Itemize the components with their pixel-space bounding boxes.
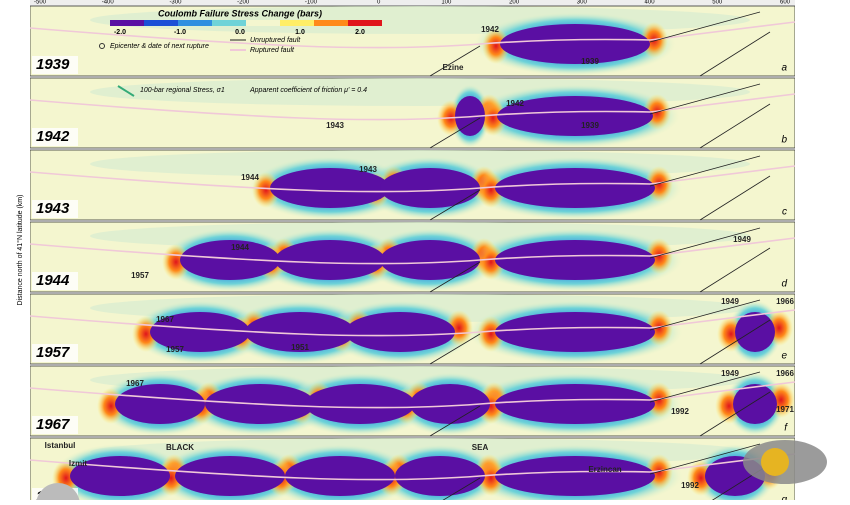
legend-text: Epicenter & date of next rupture: [110, 43, 209, 50]
x-tick-label: 400: [645, 0, 656, 6]
top-axis-band: [30, 0, 795, 6]
annotation: Erzincan: [588, 465, 621, 474]
colorbar-title: Coulomb Failure Stress Change (bars): [158, 8, 322, 18]
stress-drop: [495, 240, 655, 280]
annotation: 1949: [721, 297, 739, 306]
x-tick-label: 300: [577, 0, 588, 6]
annotation: 1942: [481, 25, 499, 34]
annotation: 1944: [241, 173, 259, 182]
annotation: 1951: [291, 343, 309, 352]
annotation: Ezine: [443, 63, 464, 72]
annotation: Istanbul: [45, 441, 76, 450]
panel-letter: b: [781, 135, 787, 146]
panel-letter: g: [781, 495, 787, 500]
x-tick-label: -500: [34, 0, 47, 6]
x-tick-label: 100: [441, 0, 452, 6]
stress-drop: [495, 456, 655, 496]
legend-text: Ruptured fault: [250, 47, 295, 54]
annotation: BLACK: [166, 443, 194, 452]
panel-letter: c: [782, 207, 787, 218]
colorbar-swatch: [212, 20, 246, 26]
stress-drop: [380, 240, 480, 280]
legend-text: Apparent coefficient of friction μ' = 0.…: [249, 87, 367, 94]
legend-text: Unruptured fault: [250, 37, 301, 44]
annotation: 1942: [506, 99, 524, 108]
stress-panel: 1000-1001992gIstanbulIzmitBLACKSEAErzinc…: [16, 438, 795, 500]
colorbar-swatch: [348, 20, 382, 26]
colorbar-swatch: [178, 20, 212, 26]
stress-drop: [500, 24, 650, 64]
stress-drop: [305, 384, 415, 424]
legend-text: 100-bar regional Stress, σ1: [140, 87, 225, 94]
x-tick-label: -400: [102, 0, 115, 6]
panel-letter: d: [781, 279, 787, 290]
x-tick-label: 500: [712, 0, 723, 6]
year-label: 1944: [36, 272, 70, 289]
colorbar-tick-label: 1.0: [295, 29, 305, 36]
annotation: Izmit: [69, 459, 88, 468]
colorbar-swatch: [144, 20, 178, 26]
year-label: 1943: [36, 200, 70, 217]
annotation: 1966: [776, 369, 794, 378]
annotation: 1967: [126, 379, 144, 388]
panels: 1000-1001939a1942Ezine19391000-1001942b1…: [16, 6, 795, 500]
annotation: 1966: [776, 297, 794, 306]
x-tick-label: 600: [780, 0, 791, 6]
annotation: 1949: [733, 235, 751, 244]
annotation: SEA: [472, 443, 489, 452]
colorbar-tick-label: 0.0: [235, 29, 245, 36]
stress-drop: [380, 168, 480, 208]
annotation: 1943: [359, 165, 377, 174]
colorbar-swatch: [314, 20, 348, 26]
annotation: 1939: [581, 57, 599, 66]
x-tick-label: -200: [237, 0, 250, 6]
annotation: 1949: [721, 369, 739, 378]
annotation: 1957: [131, 271, 149, 280]
year-label: 1942: [36, 128, 70, 145]
stress-drop: [275, 240, 385, 280]
stress-drop: [345, 312, 455, 352]
y-axis-label: Distance north of 41°N latitude (km): [16, 195, 24, 306]
x-tick-label: -100: [305, 0, 318, 6]
annotation: 1971: [776, 405, 794, 414]
annotation: 1939: [581, 121, 599, 130]
stress-drop: [285, 456, 395, 496]
logo-mark: [761, 448, 789, 476]
stress-drop: [733, 384, 777, 424]
colorbar-swatch: [110, 20, 144, 26]
annotation: 1992: [671, 407, 689, 416]
stress-drop: [495, 168, 655, 208]
panel-letter: a: [781, 63, 787, 74]
year-label: 1939: [36, 56, 70, 73]
x-tick-label: 200: [509, 0, 520, 6]
panel-letter: e: [781, 351, 787, 362]
year-label: 1957: [36, 344, 70, 361]
year-label: 1967: [36, 416, 70, 433]
colorbar-tick-label: -2.0: [114, 29, 126, 36]
annotation: 1943: [326, 121, 344, 130]
colorbar-swatch: [246, 20, 280, 26]
annotation: 1944: [231, 243, 249, 252]
colorbar-swatch: [280, 20, 314, 26]
x-tick-label: -300: [169, 0, 182, 6]
stress-drop: [495, 384, 655, 424]
stress-drop: [735, 312, 775, 352]
stress-drop: [115, 384, 205, 424]
colorbar-tick-label: -1.0: [174, 29, 186, 36]
stress-drop: [495, 312, 655, 352]
colorbar-tick-label: 2.0: [355, 29, 365, 36]
annotation: 1957: [166, 345, 184, 354]
annotation: 1967: [156, 315, 174, 324]
annotation: 1992: [681, 481, 699, 490]
